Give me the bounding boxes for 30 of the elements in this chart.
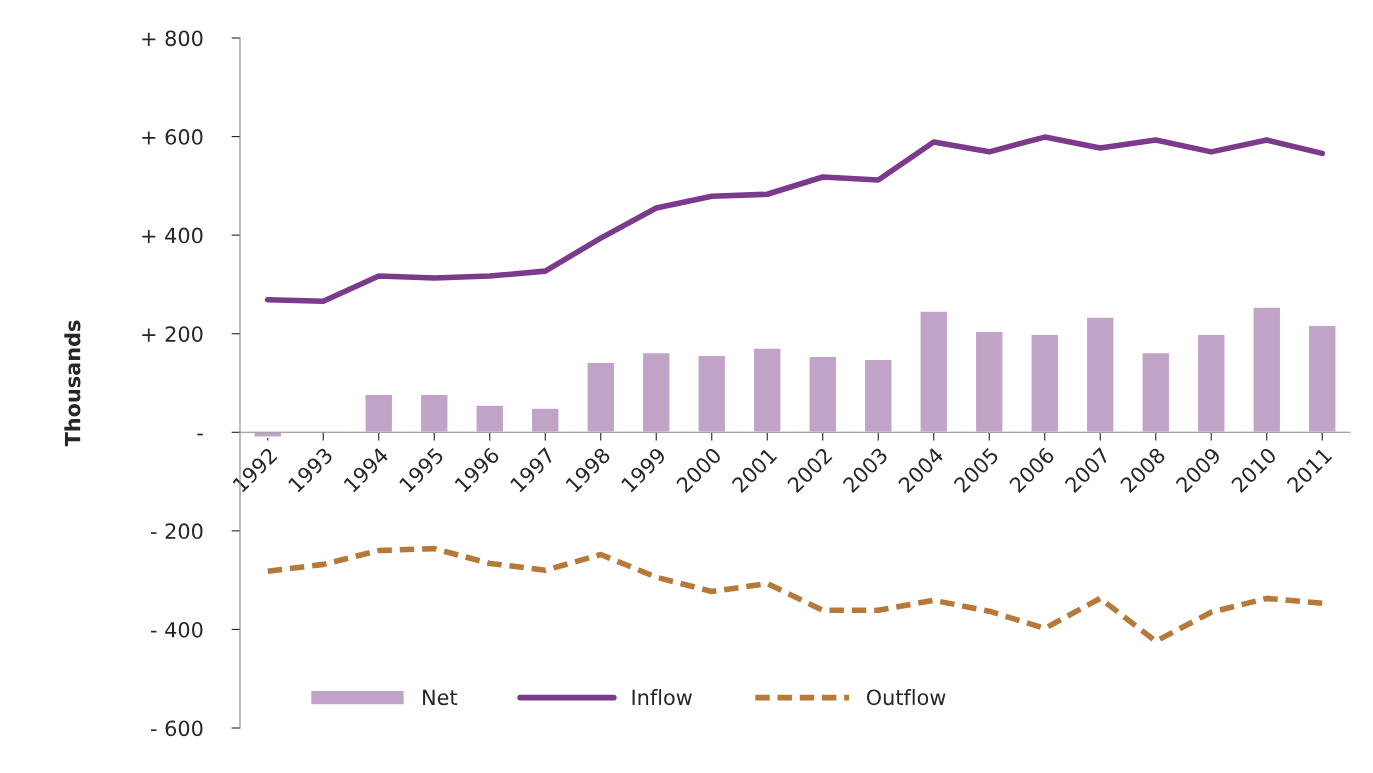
y-tick-label: + 600 <box>142 129 203 145</box>
bar <box>586 361 616 433</box>
y-tick-label: + 800 <box>142 30 203 47</box>
bar <box>863 358 893 433</box>
bar <box>1030 333 1060 433</box>
bar <box>1085 316 1115 433</box>
y-tick-label: - 600 <box>151 720 203 737</box>
legend-label: Outflow <box>866 689 946 706</box>
y-tick-label: - 200 <box>151 523 203 540</box>
bar <box>641 351 671 433</box>
bar <box>1252 306 1282 433</box>
bar <box>1196 333 1226 433</box>
bar <box>1307 324 1337 433</box>
bar <box>752 347 782 433</box>
bar <box>697 354 727 433</box>
bar <box>364 393 394 433</box>
bar <box>1141 351 1171 433</box>
y-tick-label: - <box>197 433 203 436</box>
bar <box>530 407 560 433</box>
bar <box>919 310 949 433</box>
bar <box>475 404 505 433</box>
bar <box>419 393 449 433</box>
legend-label: Inflow <box>632 689 692 706</box>
y-tick-label: + 200 <box>142 326 203 342</box>
y-axis-title: Thousands <box>64 320 81 447</box>
y-tick-label: - 400 <box>151 621 203 638</box>
bar <box>974 330 1004 433</box>
legend-label: Net <box>423 689 458 706</box>
y-tick-label: + 400 <box>142 227 203 244</box>
bar <box>808 355 838 433</box>
